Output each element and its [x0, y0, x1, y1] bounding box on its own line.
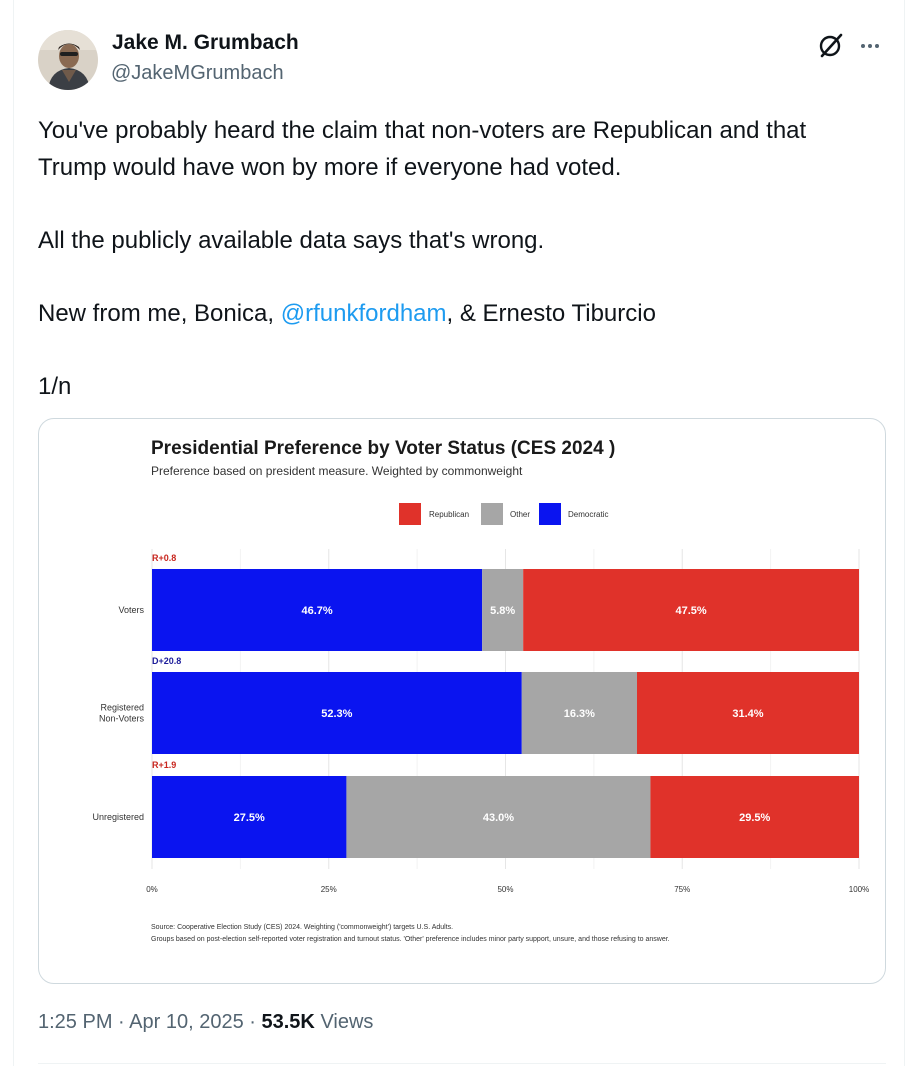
tweet-text-line: You've probably heard the claim that non…: [38, 117, 807, 144]
margin-label: R+0.8: [152, 553, 176, 563]
author-name[interactable]: Jake M. Grumbach: [112, 31, 299, 54]
category-label: Voters: [118, 605, 144, 615]
tweet-date[interactable]: Apr 10, 2025: [129, 1011, 244, 1033]
bar-segment-democratic: [152, 569, 483, 651]
bar-segment-republican: [637, 672, 859, 754]
bar-value-label: 5.8%: [490, 605, 515, 617]
x-tick-label: 25%: [321, 885, 337, 894]
legend-label: Other: [510, 510, 530, 519]
bar-value-label: 31.4%: [732, 708, 763, 720]
bar-segment-republican: [650, 776, 859, 858]
tweet-text-line: Trump would have won by more if everyone…: [38, 153, 622, 181]
category-label: Registered: [100, 703, 144, 713]
bar-value-label: 16.3%: [564, 708, 595, 720]
category-label: Unregistered: [92, 812, 144, 822]
tweet-text: You've probably heard the claim that non…: [38, 113, 898, 405]
bar-segment-democratic: [152, 672, 522, 754]
thread-counter: 1/n: [38, 372, 72, 400]
category-label: Non-Voters: [99, 714, 145, 724]
mention-link[interactable]: @rfunkfordham: [280, 299, 447, 327]
timeline-border-right: [904, 0, 905, 1066]
legend-label: Republican: [429, 510, 469, 519]
tweet-time[interactable]: 1:25 PM: [38, 1011, 113, 1033]
timeline-border-left: [13, 0, 14, 1066]
legend-swatch: [481, 503, 503, 525]
source-note: Groups based on post-election self-repor…: [151, 936, 670, 943]
tweet-text-line: All the publicly available data says tha…: [38, 226, 545, 254]
x-tick-label: 50%: [497, 885, 513, 894]
source-note: Source: Cooperative Election Study (CES)…: [151, 924, 453, 931]
more-options-icon[interactable]: [854, 30, 886, 62]
chart-image[interactable]: Presidential Preference by Voter Status …: [38, 418, 886, 984]
divider: [38, 1063, 886, 1064]
legend-label: Democratic: [568, 510, 608, 519]
bar-segment-democratic: [152, 776, 347, 858]
author-handle[interactable]: @JakeMGrumbach: [111, 62, 284, 84]
bar-segment-republican: [523, 569, 859, 651]
bar-segment-other: [482, 569, 524, 651]
x-tick-label: 100%: [849, 885, 869, 894]
tweet-text-segment: , & Ernesto Tiburcio: [446, 299, 656, 327]
x-tick-label: 75%: [674, 885, 690, 894]
meta-separator: ·: [118, 1011, 125, 1033]
bar-segment-other: [346, 776, 651, 858]
chart-subtitle: Preference based on president measure. W…: [151, 464, 523, 478]
tweet-text-segment: New from me, Bonica,: [38, 299, 281, 327]
x-tick-label: 0%: [146, 885, 158, 894]
chart: Presidential Preference by Voter Status …: [92, 438, 869, 943]
bar-value-label: 52.3%: [321, 708, 352, 720]
tweet-text-line: New from me, Bonica, @rfunkfordham, & Er…: [38, 296, 898, 333]
margin-label: D+20.8: [152, 656, 181, 666]
tweet-meta: 1:25 PM · Apr 10, 2025 · 53.5K Views: [38, 1011, 373, 1034]
views-count: 53.5K: [261, 1011, 315, 1033]
margin-label: R+1.9: [152, 760, 176, 770]
bar-value-label: 29.5%: [739, 812, 770, 824]
bar-value-label: 27.5%: [234, 812, 265, 824]
legend-swatch: [539, 503, 561, 525]
bar-value-label: 47.5%: [675, 605, 706, 617]
bar-value-label: 46.7%: [301, 605, 332, 617]
bar-segment-other: [521, 672, 638, 754]
meta-separator: ·: [249, 1011, 256, 1033]
views-label: Views: [320, 1011, 374, 1033]
chart-title: Presidential Preference by Voter Status …: [151, 438, 615, 459]
legend-swatch: [399, 503, 421, 525]
bar-value-label: 43.0%: [483, 812, 514, 824]
grok-icon[interactable]: [815, 30, 847, 62]
avatar[interactable]: [38, 30, 98, 90]
